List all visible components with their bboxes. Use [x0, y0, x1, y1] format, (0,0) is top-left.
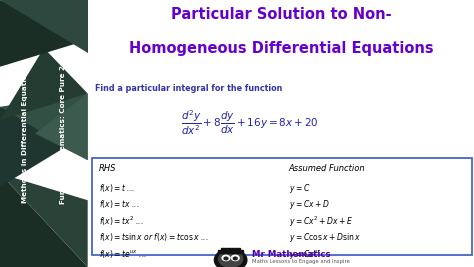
- Text: Maths Lessons to Engage and Inspire: Maths Lessons to Engage and Inspire: [252, 259, 350, 264]
- Text: $y = Cx^2 + Dx + E$: $y = Cx^2 + Dx + E$: [289, 215, 353, 229]
- Text: Assumed Function: Assumed Function: [289, 164, 365, 173]
- Text: Further Mathematics: Core Pure 2:: Further Mathematics: Core Pure 2:: [60, 62, 66, 205]
- Bar: [221, 248, 240, 252]
- Polygon shape: [0, 107, 88, 187]
- Text: $f(x) = tx^2$ ...: $f(x) = tx^2$ ...: [99, 215, 144, 228]
- Polygon shape: [0, 174, 88, 267]
- Text: $\dfrac{d^2y}{dx^2} + 8\dfrac{dy}{dx} + 16y = 8x + 20$: $\dfrac{d^2y}{dx^2} + 8\dfrac{dy}{dx} + …: [181, 108, 319, 137]
- Text: Homogeneous Differential Equations: Homogeneous Differential Equations: [128, 41, 433, 56]
- Polygon shape: [0, 0, 88, 53]
- Circle shape: [222, 255, 230, 261]
- Text: $f(x) = t$ ...: $f(x) = t$ ...: [99, 182, 136, 194]
- Bar: [218, 250, 243, 253]
- Text: $y = Ce^{ux}$: $y = Ce^{ux}$: [289, 248, 322, 261]
- Circle shape: [214, 249, 247, 267]
- Circle shape: [224, 257, 228, 260]
- Polygon shape: [35, 93, 88, 160]
- Text: $f(x) = te^{ux}$ ...: $f(x) = te^{ux}$ ...: [99, 248, 147, 260]
- Text: $y = C \cos x + D \sin x$: $y = C \cos x + D \sin x$: [289, 231, 361, 244]
- Text: $f(x) = tx$ ...: $f(x) = tx$ ...: [99, 198, 140, 210]
- Text: $f(x) = t \sin x$ or $f(x) = t \cos x$ ...: $f(x) = t \sin x$ or $f(x) = t \cos x$ .…: [99, 231, 209, 243]
- Circle shape: [233, 257, 237, 260]
- Circle shape: [231, 255, 239, 261]
- Text: RHS: RHS: [99, 164, 117, 173]
- Text: $y = C$: $y = C$: [289, 182, 310, 195]
- Text: Mr Mathematics: Mr Mathematics: [252, 250, 330, 259]
- Text: Methods in Differential Equations: Methods in Differential Equations: [21, 64, 27, 203]
- Text: Find a particular integral for the function: Find a particular integral for the funct…: [95, 84, 283, 93]
- Polygon shape: [0, 174, 88, 267]
- Text: Particular Solution to Non-: Particular Solution to Non-: [171, 7, 391, 22]
- Polygon shape: [0, 0, 88, 67]
- FancyBboxPatch shape: [91, 158, 472, 255]
- Polygon shape: [0, 93, 88, 160]
- Text: $y = Cx + D$: $y = Cx + D$: [289, 198, 329, 211]
- Polygon shape: [0, 48, 88, 120]
- Circle shape: [219, 251, 243, 267]
